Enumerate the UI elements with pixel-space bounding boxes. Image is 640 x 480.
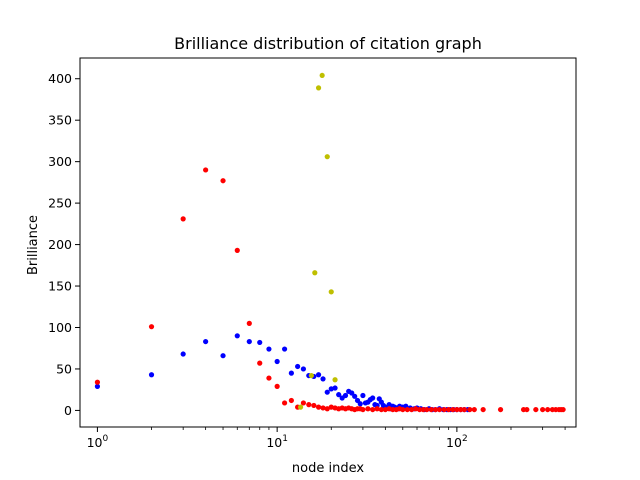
- data-point: [409, 406, 415, 413]
- x-axis-label: node index: [292, 461, 364, 476]
- data-point: [288, 397, 294, 404]
- data-point: [450, 406, 456, 413]
- plot-frame: [79, 57, 577, 428]
- data-point: [332, 377, 338, 383]
- data-point: [94, 379, 101, 385]
- data-point: [274, 383, 280, 389]
- y-tick-label: 400: [48, 71, 72, 86]
- data-point: [471, 406, 477, 413]
- data-point: [308, 372, 314, 379]
- data-point: [524, 406, 530, 413]
- y-tick-label: 350: [48, 113, 72, 128]
- y-tick-label: 150: [48, 279, 72, 294]
- data-point: [324, 406, 330, 412]
- data-point: [480, 406, 486, 413]
- data-point: [560, 406, 566, 413]
- data-point: [436, 406, 443, 413]
- data-point: [320, 376, 326, 382]
- data-point: [300, 366, 307, 372]
- y-tick-label: 0: [64, 403, 72, 418]
- data-point: [203, 167, 209, 173]
- data-point: [320, 405, 326, 411]
- data-point: [533, 406, 539, 413]
- data-point: [234, 333, 240, 339]
- data-point: [336, 392, 342, 398]
- data-point: [365, 406, 371, 412]
- data-point: [312, 270, 318, 276]
- data-point: [328, 289, 334, 295]
- data-point: [257, 360, 263, 366]
- y-tick-label: 200: [48, 237, 72, 252]
- data-point: [180, 216, 186, 222]
- data-point: [378, 406, 384, 413]
- data-point: [246, 320, 252, 326]
- data-point: [220, 178, 226, 184]
- data-point: [94, 383, 101, 389]
- data-point: [441, 406, 447, 413]
- data-point: [324, 154, 330, 160]
- data-point: [374, 406, 380, 412]
- data-point: [315, 404, 322, 410]
- data-point: [352, 393, 358, 399]
- data-point: [432, 406, 439, 413]
- y-axis-label: Brilliance: [26, 215, 41, 275]
- data-point: [281, 400, 288, 406]
- data-point: [467, 406, 473, 413]
- data-point: [319, 72, 325, 79]
- data-point: [234, 247, 240, 253]
- x-tick-label: 100: [87, 434, 109, 450]
- y-tick-label: 250: [48, 196, 72, 211]
- data-point: [497, 406, 504, 413]
- data-point: [246, 338, 252, 345]
- x-tick-label: 101: [266, 434, 288, 450]
- data-point: [404, 406, 410, 413]
- data-point: [180, 351, 186, 357]
- data-point: [148, 372, 155, 378]
- data-point: [349, 390, 355, 396]
- data-point: [148, 324, 155, 330]
- chart-title: Brilliance distribution of citation grap…: [174, 34, 482, 53]
- data-point: [400, 406, 406, 413]
- data-point: [342, 392, 349, 399]
- data-point: [545, 406, 551, 413]
- data-point: [315, 85, 322, 91]
- data-point: [288, 370, 294, 376]
- data-point: [315, 372, 322, 378]
- data-point: [274, 358, 280, 365]
- data-point: [311, 402, 317, 409]
- x-tick-label: 102: [446, 434, 468, 450]
- data-point: [370, 406, 376, 413]
- data-point: [324, 389, 330, 395]
- y-tick-label: 300: [48, 154, 72, 169]
- data-point: [360, 392, 366, 399]
- data-point: [295, 363, 301, 370]
- data-point: [357, 401, 363, 407]
- data-point: [370, 395, 376, 401]
- y-tick-label: 100: [48, 320, 72, 335]
- data-point: [461, 406, 467, 413]
- points-layer: [94, 72, 566, 413]
- data-point: [416, 406, 423, 413]
- data-point: [300, 400, 307, 406]
- data-point: [266, 346, 272, 352]
- data-point: [266, 375, 272, 381]
- data-point: [306, 402, 312, 408]
- data-point: [413, 406, 419, 412]
- y-tick-label: 50: [56, 361, 72, 376]
- data-point: [220, 353, 226, 359]
- data-point: [281, 346, 288, 352]
- data-point: [360, 406, 366, 413]
- data-point: [458, 406, 464, 413]
- data-point: [454, 406, 460, 413]
- data-point: [257, 339, 263, 346]
- data-point: [540, 406, 546, 413]
- data-point: [332, 385, 338, 391]
- data-point: [424, 406, 430, 413]
- data-point: [428, 406, 434, 413]
- data-point: [446, 406, 452, 413]
- data-point: [203, 338, 209, 345]
- data-point: [297, 404, 304, 410]
